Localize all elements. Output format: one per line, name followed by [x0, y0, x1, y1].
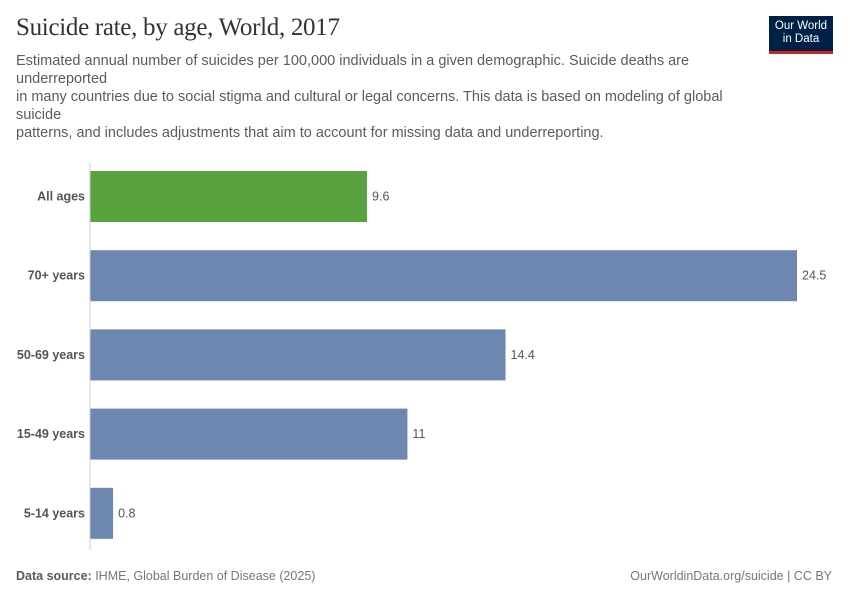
bar[interactable] [90, 171, 368, 222]
owid-logo[interactable]: Our World in Data [769, 16, 833, 54]
bar[interactable] [90, 250, 797, 302]
data-source-label: Data source: [16, 569, 92, 583]
footer-link[interactable]: OurWorldinData.org/suicide | CC BY [630, 569, 832, 583]
logo-line-1: Our World [774, 20, 828, 32]
value-label: 0.8 [118, 506, 135, 520]
data-source: Data source: IHME, Global Burden of Dise… [16, 569, 315, 583]
category-label: 70+ years [28, 269, 85, 283]
chart-subtitle: Estimated annual number of suicides per … [16, 53, 723, 141]
bar[interactable] [90, 487, 114, 539]
category-label: 15-49 years [17, 427, 85, 441]
category-label: All ages [37, 190, 85, 204]
chart-title: Suicide rate, by age, World, 2017 [16, 14, 340, 41]
data-source-text[interactable]: IHME, Global Burden of Disease (2025) [91, 569, 316, 583]
value-label: 14.4 [511, 348, 535, 362]
bar[interactable] [90, 408, 408, 460]
value-label: 11 [412, 427, 425, 441]
value-label: 24.5 [802, 269, 826, 283]
category-label: 5-14 years [24, 506, 85, 520]
value-label: 9.6 [372, 190, 389, 204]
category-label: 50-69 years [17, 348, 85, 362]
bar[interactable] [90, 329, 506, 381]
logo-line-2: in Data [782, 32, 820, 45]
